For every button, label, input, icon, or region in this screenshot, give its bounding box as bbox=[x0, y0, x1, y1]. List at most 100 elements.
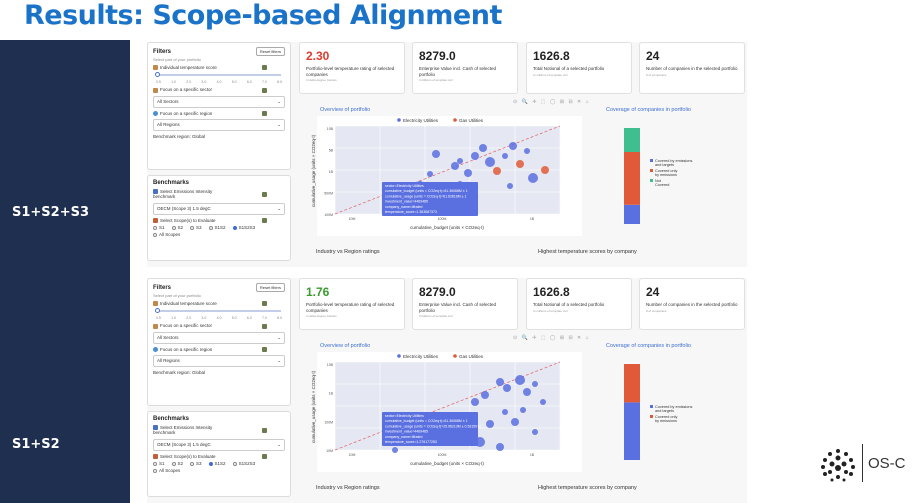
scope-radio-4[interactable]: S1S2S3 bbox=[232, 461, 255, 466]
scope-radio-2[interactable]: S3 bbox=[190, 461, 202, 466]
coverage-legend-label: Covered only bbox=[655, 169, 677, 173]
x-tick-label: 100M bbox=[438, 217, 447, 221]
scope-radio-4[interactable]: S1S2S3 bbox=[232, 225, 255, 230]
overview-scatter-chart[interactable]: Electricity Utilities Gas Utilities 10B 1B 1… bbox=[307, 352, 582, 472]
scope-radio-0[interactable]: S1 bbox=[153, 461, 165, 466]
radio-dot[interactable] bbox=[153, 468, 157, 473]
metric-card-0: 2.30 Portfolio-level temperature rating o… bbox=[299, 42, 405, 94]
slider-knob[interactable] bbox=[155, 72, 160, 78]
slider-tick: 3.0 bbox=[201, 80, 207, 85]
help-icon[interactable] bbox=[262, 323, 267, 329]
region-select[interactable]: All Regions ⌄ bbox=[153, 355, 285, 368]
radio-dot[interactable] bbox=[232, 225, 237, 230]
radio-label: S1 bbox=[159, 461, 165, 467]
reset-filters-button[interactable]: Reset filters bbox=[255, 283, 285, 292]
region-select[interactable]: All Regions ⌄ bbox=[153, 119, 285, 132]
legend-gas: Gas Utilities bbox=[459, 118, 484, 123]
ei-benchmark-select[interactable]: OECM (Scope 3) 1.5 degC ⌄ bbox=[153, 438, 285, 451]
radio-dot[interactable] bbox=[208, 225, 213, 230]
radio-dot[interactable] bbox=[153, 461, 157, 466]
help-icon[interactable] bbox=[262, 87, 267, 93]
y-tick-label: 10B bbox=[327, 363, 334, 367]
x-tick-label: 10M bbox=[349, 217, 356, 221]
factory-icon bbox=[153, 87, 158, 93]
radio-dot[interactable] bbox=[171, 225, 176, 230]
scope-radio-2[interactable]: S3 bbox=[190, 225, 202, 230]
help-icon[interactable] bbox=[262, 453, 267, 459]
radio-dot[interactable] bbox=[190, 461, 195, 466]
globe-icon bbox=[153, 347, 158, 353]
radio-dot[interactable] bbox=[190, 225, 195, 230]
metric-value: 1626.8 bbox=[533, 285, 570, 299]
metric-label: Number of companies in the selected port… bbox=[646, 66, 738, 71]
slider-tick: 6.0 bbox=[246, 316, 252, 321]
radio-dot[interactable] bbox=[232, 461, 237, 466]
scope-radio-1[interactable]: S2 bbox=[171, 225, 183, 230]
reset-filters-button[interactable]: Reset filters bbox=[255, 47, 285, 56]
x-tick-label: 1B bbox=[530, 453, 535, 457]
coverage-legend-marker bbox=[650, 179, 653, 182]
metric-unit: In delta degree Celsius bbox=[306, 314, 337, 319]
data-bubble bbox=[427, 171, 433, 177]
slider-track[interactable] bbox=[157, 310, 281, 312]
metric-label: Number of companies in the selected port… bbox=[646, 302, 738, 307]
highest-temp-title: Highest temperature scores by company bbox=[538, 249, 637, 255]
temperature-slider[interactable] bbox=[153, 308, 285, 316]
benchmarks-card: Benchmarks Select Emissions Intensity ben… bbox=[147, 411, 291, 497]
scope-radio-3[interactable]: S1S2 bbox=[208, 461, 226, 466]
radio-dot[interactable] bbox=[153, 225, 157, 230]
filters-subtitle: Select part of your portfolio bbox=[153, 293, 201, 298]
temp-label: Individual temperature score bbox=[160, 301, 217, 306]
coverage-legend-label: Covered only bbox=[655, 415, 677, 419]
help-icon[interactable] bbox=[262, 346, 267, 352]
scope-radio-0[interactable]: S1 bbox=[153, 225, 165, 230]
help-icon[interactable] bbox=[262, 301, 267, 307]
data-bubble bbox=[524, 148, 530, 154]
data-bubble bbox=[515, 375, 525, 385]
radio-dot[interactable] bbox=[153, 232, 157, 237]
help-icon[interactable] bbox=[262, 191, 267, 197]
slider-tick: 6.0 bbox=[246, 80, 252, 85]
tooltip-line: sector=Electricity Utilities bbox=[385, 184, 424, 188]
x-axis-label: cumulative_budget (units × CO2eq·t) bbox=[410, 461, 484, 466]
radio-dot[interactable] bbox=[208, 461, 213, 466]
data-bubble bbox=[540, 399, 546, 405]
overview-scatter-chart[interactable]: Electricity Utilities Gas Utilities 10B 5B 1… bbox=[307, 116, 582, 236]
help-icon[interactable] bbox=[262, 65, 267, 71]
slider-tick: 8.0 bbox=[277, 80, 282, 85]
slider-tick: 0.5 bbox=[156, 316, 161, 321]
ei-benchmark-select[interactable]: OECM (Scope 3) 1.5 degC ⌄ bbox=[153, 202, 285, 215]
highest-temp-title: Highest temperature scores by company bbox=[538, 485, 637, 491]
metric-card-2: 1626.8 Total Notional of a selected portf… bbox=[526, 278, 632, 330]
temperature-slider[interactable] bbox=[153, 72, 285, 80]
benchmark-region: Benchmark region: Global bbox=[153, 370, 206, 376]
chart-toolbar[interactable]: ⊙ 🔍 ✛ ⬚ ◯ ⊞ ⊟ ✕ ⌂ bbox=[513, 335, 591, 341]
metric-label: Portfolio-level temperature rating of se… bbox=[306, 66, 395, 77]
slider-knob[interactable] bbox=[155, 308, 160, 314]
scope-radio-5[interactable]: All Scopes bbox=[153, 468, 180, 473]
slider-track[interactable] bbox=[157, 74, 281, 76]
y-axis-label: cumulative_usage (units × CO2eq·t) bbox=[311, 134, 316, 207]
coverage-legend-label: by emissions bbox=[655, 173, 677, 177]
ei-label: Select Emissions Intensity benchmark bbox=[153, 189, 213, 200]
legend-electricity: Electricity Utilities bbox=[403, 118, 439, 123]
help-icon[interactable] bbox=[262, 427, 267, 433]
help-icon[interactable] bbox=[262, 110, 267, 116]
help-icon[interactable] bbox=[262, 217, 267, 223]
chart-toolbar[interactable]: ⊙ 🔍 ✛ ⬚ ◯ ⊞ ⊟ ✕ ⌂ bbox=[513, 99, 591, 105]
scope-radio-1[interactable]: S2 bbox=[171, 461, 183, 466]
sector-select[interactable]: All Sectors ⌄ bbox=[153, 331, 285, 344]
radio-dot[interactable] bbox=[171, 461, 176, 466]
chevron-down-icon: ⌄ bbox=[277, 334, 281, 340]
data-bubble bbox=[520, 407, 526, 413]
scope-radio-3[interactable]: S1S2 bbox=[208, 225, 226, 230]
thermometer-icon bbox=[153, 65, 158, 71]
slider-tick: 4.0 bbox=[216, 316, 222, 321]
data-bubble bbox=[479, 144, 487, 152]
thermometer-icon bbox=[153, 301, 158, 307]
sector-select[interactable]: All Sectors ⌄ bbox=[153, 95, 285, 108]
metric-value: 1626.8 bbox=[533, 49, 570, 63]
ei-label: Select Emissions Intensity benchmark bbox=[153, 425, 213, 436]
scope-radio-5[interactable]: All Scopes bbox=[153, 232, 180, 237]
